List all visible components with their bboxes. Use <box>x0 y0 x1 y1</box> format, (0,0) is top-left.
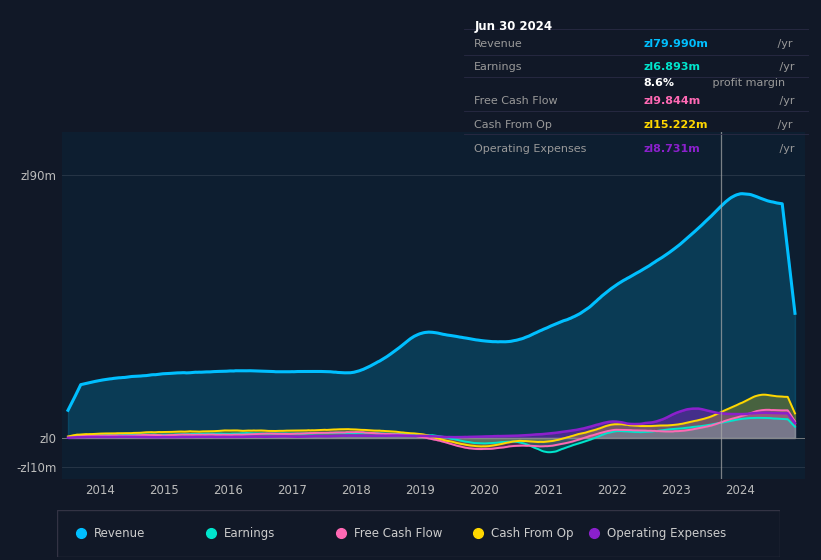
Text: Jun 30 2024: Jun 30 2024 <box>475 20 553 32</box>
Text: /yr: /yr <box>776 96 794 106</box>
Text: 8.6%: 8.6% <box>643 78 674 88</box>
Text: zl8.731m: zl8.731m <box>643 144 700 154</box>
Text: /yr: /yr <box>773 39 792 49</box>
Text: zl79.990m: zl79.990m <box>643 39 708 49</box>
Text: Free Cash Flow: Free Cash Flow <box>475 96 557 106</box>
Text: Operating Expenses: Operating Expenses <box>607 527 726 540</box>
Text: Cash From Op: Cash From Op <box>491 527 573 540</box>
Text: Operating Expenses: Operating Expenses <box>475 144 586 154</box>
Text: Cash From Op: Cash From Op <box>475 120 552 130</box>
Text: /yr: /yr <box>776 63 794 72</box>
Text: Revenue: Revenue <box>94 527 145 540</box>
Text: profit margin: profit margin <box>709 78 786 88</box>
Text: Free Cash Flow: Free Cash Flow <box>354 527 442 540</box>
Text: Earnings: Earnings <box>223 527 275 540</box>
Text: zl9.844m: zl9.844m <box>643 96 700 106</box>
Text: Revenue: Revenue <box>475 39 523 49</box>
Text: zl15.222m: zl15.222m <box>643 120 708 130</box>
Text: /yr: /yr <box>776 144 794 154</box>
Text: /yr: /yr <box>773 120 792 130</box>
Text: zl6.893m: zl6.893m <box>643 63 700 72</box>
Text: Earnings: Earnings <box>475 63 523 72</box>
